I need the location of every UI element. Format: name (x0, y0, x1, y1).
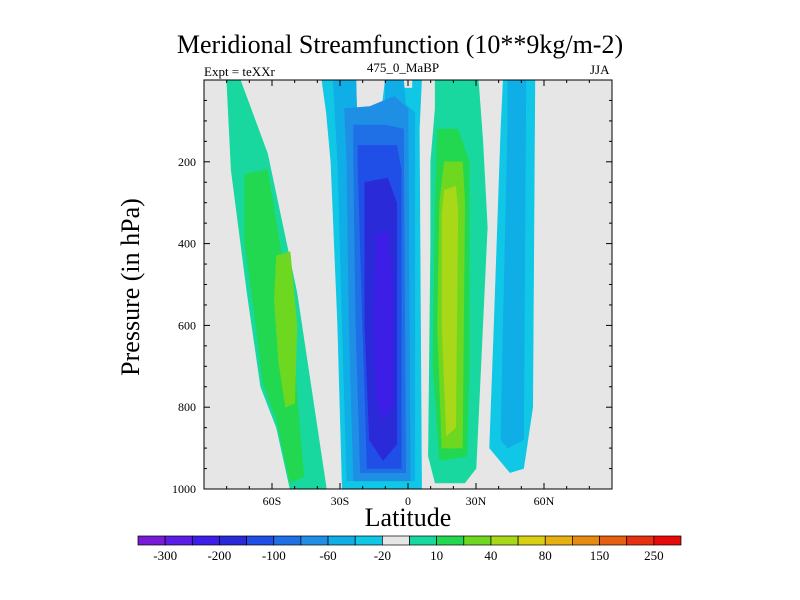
colorbar-label: -300 (153, 548, 177, 563)
x-tick-label: 30S (331, 494, 350, 508)
nh-hadley-cell-band (441, 186, 459, 437)
colorbar-swatch (327, 535, 356, 546)
colorbar: -300 -200 -100 -60 -20 10 40 80 150 250 (137, 535, 682, 563)
colorbar-swatch (517, 535, 546, 546)
colorbar-label: 150 (590, 548, 610, 563)
x-tick-label: 30N (466, 494, 487, 508)
colorbar-label: -20 (374, 548, 391, 563)
colorbar-swatch (246, 535, 275, 546)
y-tick-label: 800 (178, 400, 196, 414)
season-label: JJA (590, 62, 610, 77)
x-tick-label: 60S (263, 494, 282, 508)
colorbar-swatch (219, 535, 247, 546)
colorbar-swatch (544, 535, 573, 546)
colorbar-swatch (490, 535, 519, 546)
sh-outer-cell-band (273, 251, 298, 408)
colorbar-swatch (572, 535, 600, 546)
colorbar-swatch (626, 535, 655, 546)
y-tick-label: 600 (178, 318, 196, 332)
colorbar-swatch (300, 535, 329, 546)
colorbar-swatch (354, 535, 383, 546)
nh-ferrel-cell-band (500, 80, 527, 449)
x-tick-label: 0 (405, 494, 411, 508)
chart-title: Meridional Streamfunction (10**9kg/m-2) (176, 30, 624, 59)
colorbar-swatch (273, 535, 302, 546)
colorbar-label: 250 (644, 548, 664, 563)
colorbar-label: -60 (319, 548, 336, 563)
colorbar-label: -200 (207, 548, 231, 563)
y-tick-label: 200 (178, 155, 196, 169)
colorbar-label: 80 (539, 548, 552, 563)
colorbar-swatch (463, 535, 492, 546)
case-label: 475_0_MaBP (366, 60, 440, 75)
experiment-label: Expt = teXXr (204, 64, 275, 79)
x-tick-label: 60N (534, 494, 555, 508)
axes: 200 400 600 800 1000 60S 30S 0 30N 60N (172, 79, 613, 508)
x-axis-label: Latitude (364, 503, 452, 532)
colorbar-swatch (137, 535, 166, 546)
colorbar-label: 40 (484, 548, 497, 563)
colorbar-swatch (599, 535, 628, 546)
y-tick-label: 1000 (172, 482, 196, 496)
colorbar-swatch (191, 535, 220, 546)
colorbar-swatch (436, 535, 465, 546)
plot-area (204, 80, 612, 489)
colorbar-swatch (164, 535, 193, 546)
colorbar-swatch (653, 535, 682, 546)
colorbar-swatch (382, 535, 410, 546)
colorbar-label: 10 (430, 548, 443, 563)
colorbar-swatch (409, 535, 437, 546)
sh-hadley-cell-band (373, 231, 393, 420)
y-tick-label: 400 (178, 237, 196, 251)
colorbar-label: -100 (262, 548, 286, 563)
